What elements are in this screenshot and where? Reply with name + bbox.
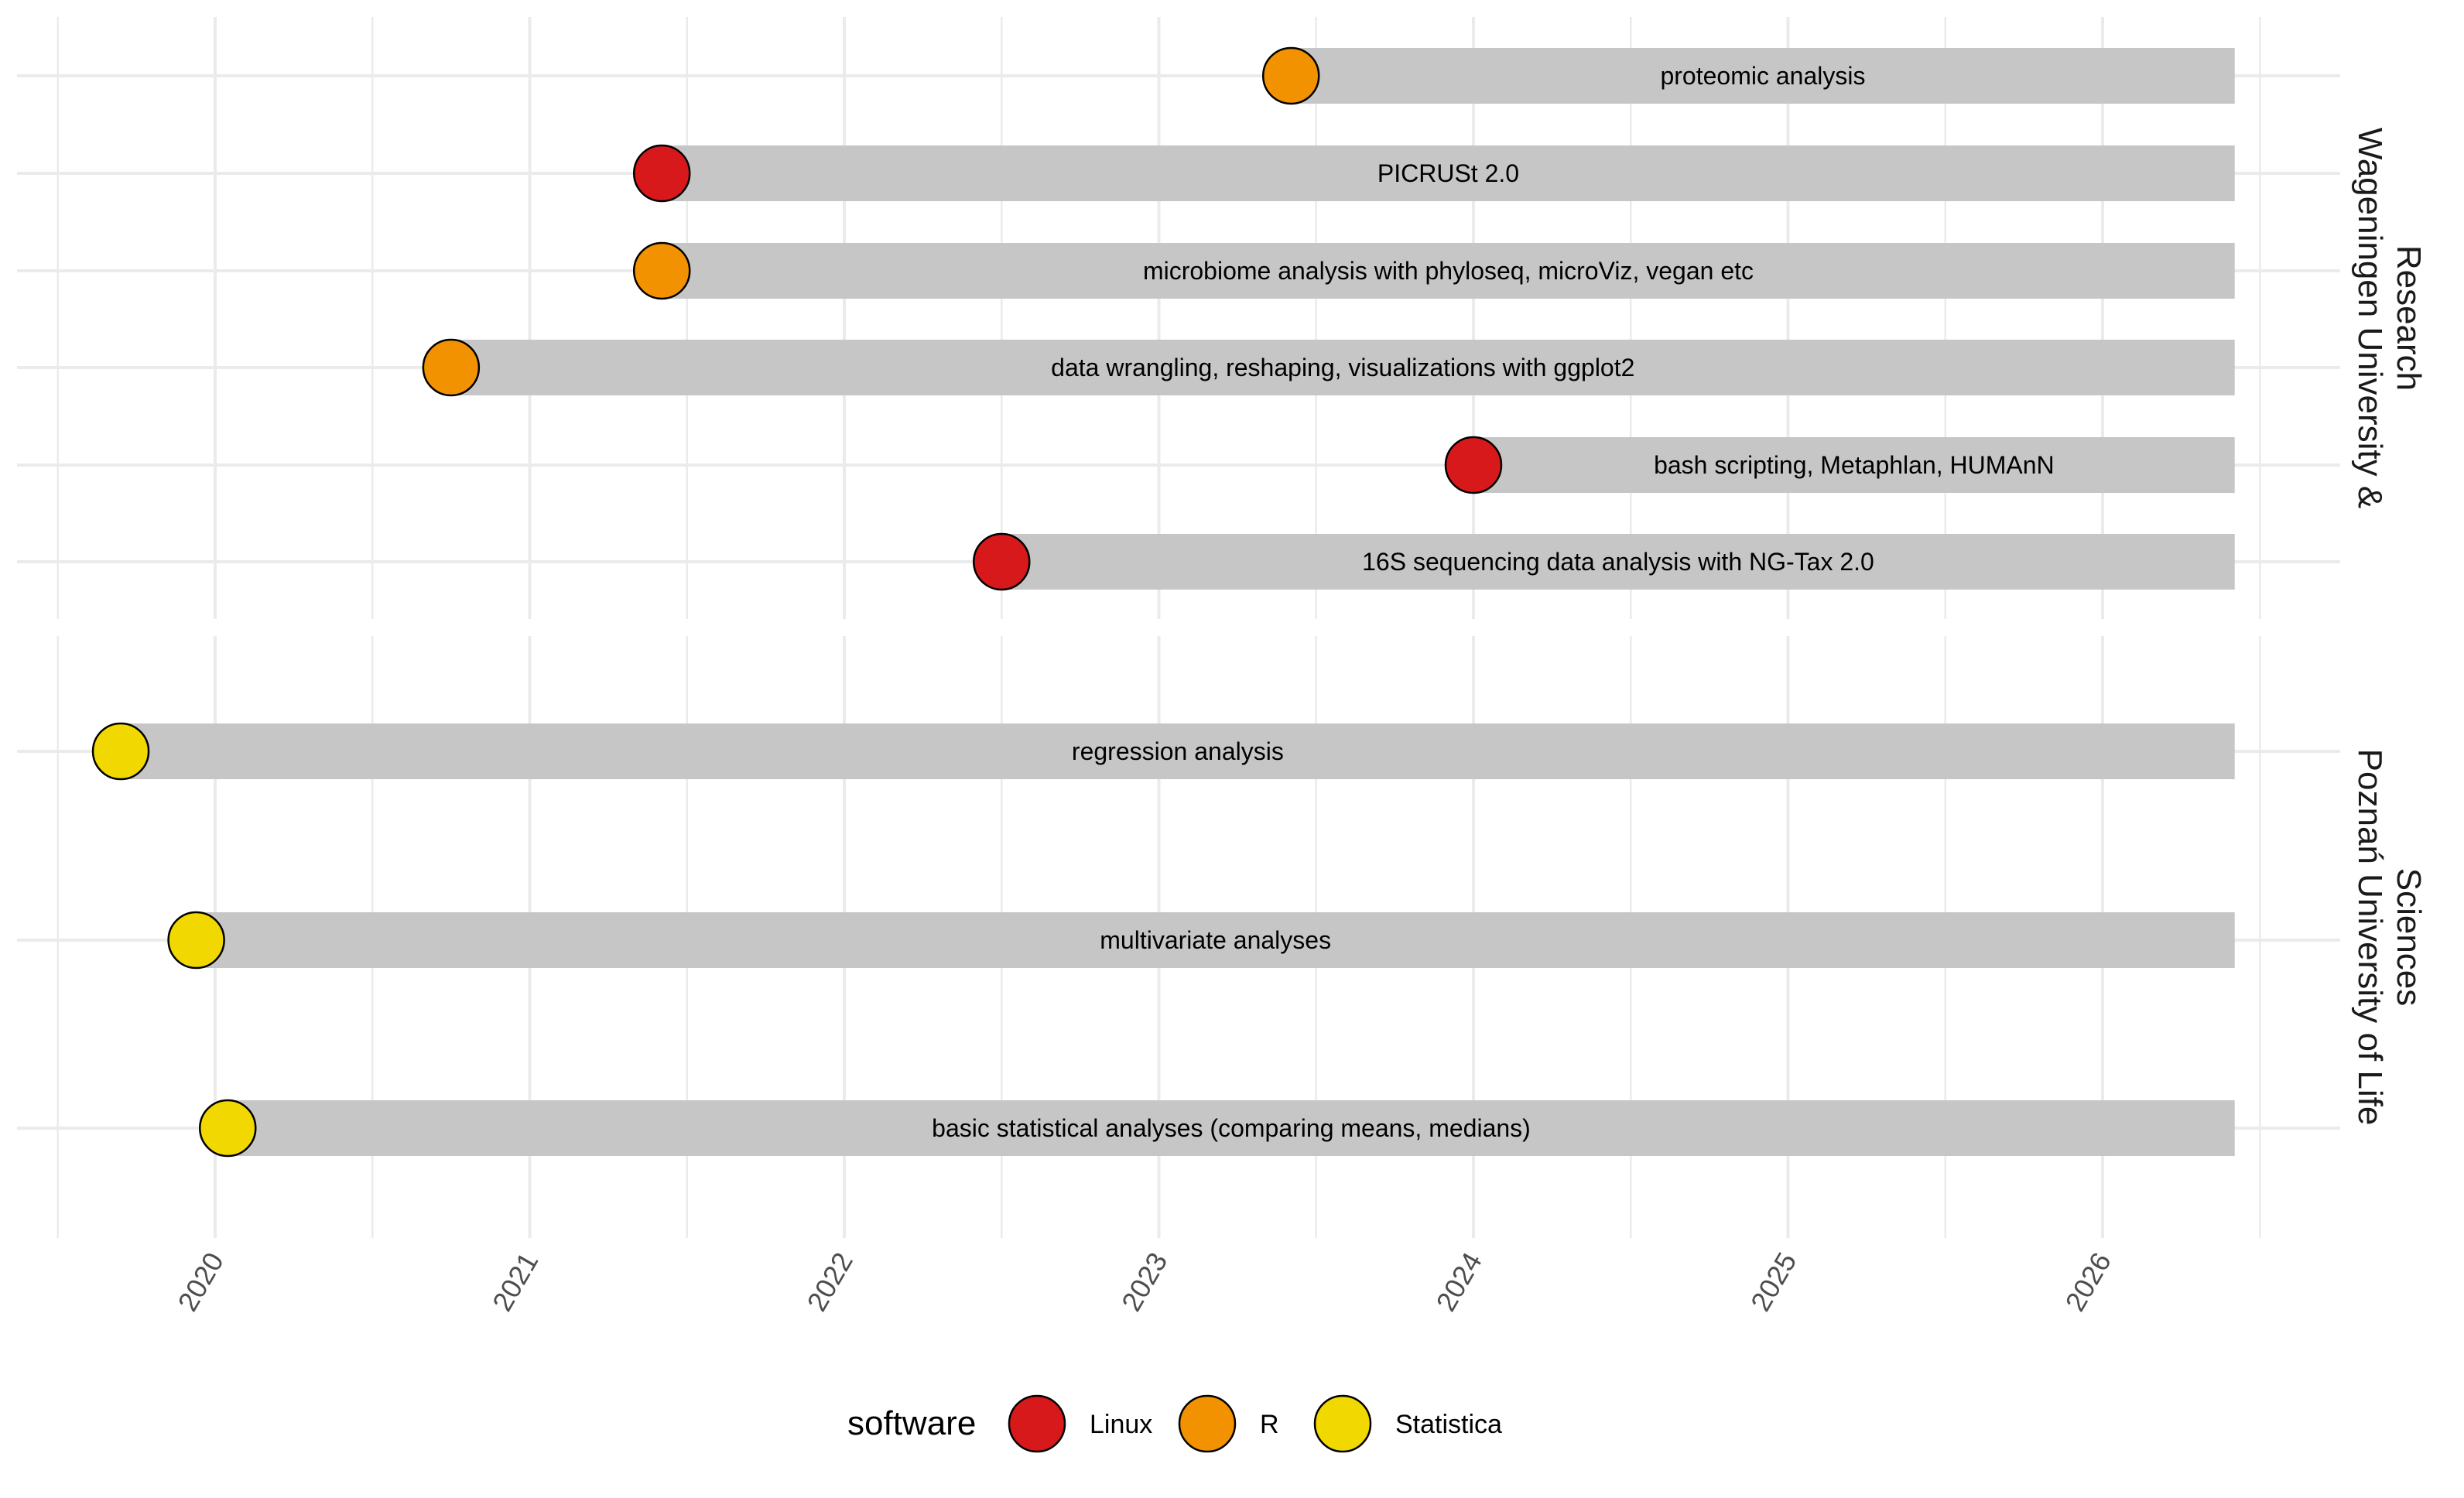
- facet-label-line: Poznań University of Life: [2351, 749, 2389, 1126]
- point-statistica: [167, 911, 225, 970]
- facet-label-line: Sciences: [2390, 868, 2428, 1007]
- timeline-bar: [121, 723, 2235, 779]
- point-linux: [973, 532, 1031, 591]
- legend: software Linux R Statistica: [847, 1394, 1502, 1453]
- bar-label: data wrangling, reshaping, visualization…: [1051, 354, 1634, 381]
- timeline-bar: [662, 145, 2235, 201]
- x-tick-label: 2022: [800, 1247, 859, 1317]
- timeline-bar: [450, 340, 2235, 395]
- legend-key-r: [1178, 1394, 1237, 1453]
- legend-title: software: [847, 1404, 976, 1442]
- timeline-bar: [228, 1100, 2235, 1156]
- panel-0: [17, 17, 2340, 619]
- x-tick: 2020: [171, 1247, 230, 1317]
- x-tick: 2023: [1115, 1247, 1174, 1317]
- facet-strip-label: Poznań University of Life Sciences: [2351, 749, 2428, 1126]
- point-r: [422, 338, 481, 397]
- x-tick-label: 2023: [1115, 1247, 1174, 1317]
- bar-label: PICRUSt 2.0: [1377, 159, 1519, 187]
- x-tick-label: 2026: [2058, 1247, 2117, 1317]
- x-tick: 2026: [2058, 1247, 2117, 1317]
- x-tick: 2021: [486, 1247, 545, 1317]
- bar-label: proteomic analysis: [1660, 62, 1865, 90]
- timeline-bar: [662, 243, 2235, 299]
- bar-label: 16S sequencing data analysis with NG-Tax…: [1362, 548, 1874, 576]
- x-tick: 2025: [1744, 1247, 1803, 1317]
- x-tick-label: 2021: [486, 1247, 545, 1317]
- x-tick: 2022: [800, 1247, 859, 1317]
- facet-strip-label: Wageningen University & Research: [2351, 128, 2428, 508]
- timeline-bar: [1291, 48, 2235, 104]
- point-statistica: [199, 1099, 257, 1158]
- bar-label: microbiome analysis with phyloseq, micro…: [1143, 257, 1754, 285]
- point-r: [1261, 46, 1320, 105]
- point-linux: [632, 144, 691, 203]
- timeline-bar: [1001, 534, 2235, 590]
- timeline-bar: [196, 912, 2235, 968]
- legend-label: Statistica: [1395, 1410, 1502, 1439]
- x-tick: 2024: [1429, 1247, 1488, 1317]
- legend-label: Linux: [1090, 1410, 1152, 1439]
- bar-label: basic statistical analyses (comparing me…: [932, 1114, 1531, 1142]
- facet-label-line: Research: [2390, 245, 2428, 391]
- point-linux: [1444, 436, 1503, 494]
- legend-label: R: [1260, 1410, 1279, 1439]
- bar-label: regression analysis: [1072, 737, 1284, 765]
- legend-key-statistica: [1313, 1394, 1372, 1453]
- point-r: [632, 241, 691, 300]
- x-tick-label: 2020: [171, 1247, 230, 1317]
- bar-label: bash scripting, Metaphlan, HUMAnN: [1654, 451, 2055, 479]
- facet-label-line: Wageningen University &: [2351, 128, 2389, 508]
- x-tick-label: 2025: [1744, 1247, 1803, 1317]
- timeline-bar: [1473, 437, 2235, 493]
- point-statistica: [91, 722, 150, 781]
- legend-key-linux: [1008, 1394, 1066, 1453]
- bar-label: multivariate analyses: [1100, 926, 1331, 954]
- x-tick-label: 2024: [1429, 1247, 1488, 1317]
